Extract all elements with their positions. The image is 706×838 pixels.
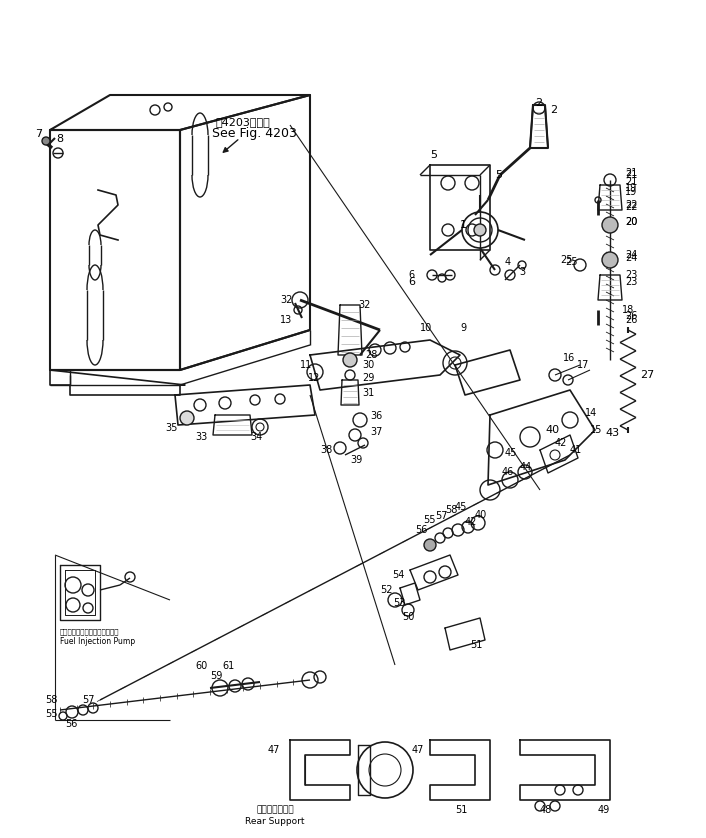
Text: 19: 19: [625, 183, 638, 193]
Text: 7: 7: [35, 129, 42, 139]
Text: 2: 2: [550, 105, 557, 115]
Text: See Fig. 4203: See Fig. 4203: [212, 127, 297, 139]
Text: 3: 3: [519, 267, 525, 277]
Text: 5: 5: [495, 170, 502, 180]
Text: 51: 51: [470, 640, 482, 650]
Text: 51: 51: [455, 805, 467, 815]
Text: 8: 8: [56, 134, 63, 144]
Text: 11: 11: [300, 360, 312, 370]
Text: 32: 32: [280, 295, 292, 305]
Text: 34: 34: [250, 432, 262, 442]
Text: 40: 40: [545, 425, 559, 435]
Text: 55: 55: [45, 709, 57, 719]
Text: 18: 18: [622, 305, 634, 315]
Text: 33: 33: [195, 432, 208, 442]
Text: Fuel Injection Pump: Fuel Injection Pump: [60, 638, 135, 646]
Text: 60: 60: [195, 661, 208, 671]
Text: Rear Support: Rear Support: [245, 818, 305, 826]
Text: 6: 6: [408, 270, 414, 280]
Circle shape: [602, 217, 618, 233]
Text: 31: 31: [362, 388, 374, 398]
Text: 1: 1: [460, 220, 467, 230]
Text: 45: 45: [455, 502, 467, 512]
Text: 41: 41: [570, 445, 582, 455]
Text: リヤーサポート: リヤーサポート: [256, 805, 294, 815]
Text: 26: 26: [625, 315, 638, 325]
Text: 5: 5: [430, 150, 437, 160]
Circle shape: [602, 252, 618, 268]
Text: 21: 21: [625, 170, 638, 180]
Text: 24: 24: [625, 250, 638, 260]
Circle shape: [343, 353, 357, 367]
Text: 13: 13: [280, 315, 292, 325]
Text: 36: 36: [370, 411, 382, 421]
Text: 10: 10: [420, 323, 432, 333]
Text: 21: 21: [625, 168, 638, 178]
Text: 47: 47: [412, 745, 424, 755]
Text: 23: 23: [625, 270, 638, 280]
Text: 23: 23: [625, 277, 638, 287]
Text: 49: 49: [598, 805, 610, 815]
Text: 48: 48: [540, 805, 552, 815]
Text: 20: 20: [625, 217, 638, 227]
Text: 47: 47: [268, 745, 280, 755]
Text: 15: 15: [590, 425, 602, 435]
Text: 45: 45: [505, 448, 517, 458]
Text: 28: 28: [365, 350, 378, 360]
Text: 58: 58: [445, 505, 457, 515]
Text: 57: 57: [435, 511, 448, 521]
Text: 37: 37: [370, 427, 383, 437]
Text: 19: 19: [625, 187, 638, 197]
Text: 35: 35: [165, 423, 177, 433]
Text: 38: 38: [320, 445, 333, 455]
Text: 55: 55: [423, 515, 436, 525]
Circle shape: [42, 137, 50, 145]
Text: 12: 12: [308, 373, 321, 383]
Text: 43: 43: [605, 428, 619, 438]
Text: 56: 56: [415, 525, 427, 535]
Text: 20: 20: [625, 217, 638, 227]
Circle shape: [180, 411, 194, 425]
Text: 42: 42: [465, 517, 477, 527]
Text: 46: 46: [502, 467, 514, 477]
Text: 44: 44: [520, 462, 532, 472]
Text: 40: 40: [475, 510, 487, 520]
Text: 第4203図参照: 第4203図参照: [215, 117, 270, 127]
Text: 22: 22: [625, 202, 638, 212]
Circle shape: [424, 539, 436, 551]
Text: 2: 2: [535, 98, 542, 108]
Text: 22: 22: [625, 200, 638, 210]
Text: フェルインジェクションポンプ: フェルインジェクションポンプ: [60, 628, 119, 635]
Text: 30: 30: [362, 360, 374, 370]
Text: 53: 53: [393, 598, 405, 608]
Text: 52: 52: [380, 585, 393, 595]
Text: 26: 26: [625, 311, 638, 321]
Text: 27: 27: [640, 370, 654, 380]
Text: 25: 25: [560, 255, 573, 265]
Text: 61: 61: [222, 661, 234, 671]
Text: 21: 21: [625, 177, 638, 187]
Text: 39: 39: [350, 455, 362, 465]
Text: 4: 4: [505, 257, 511, 267]
Text: 50: 50: [402, 612, 414, 622]
Text: 29: 29: [362, 373, 374, 383]
Text: 16: 16: [563, 353, 575, 363]
Circle shape: [474, 224, 486, 236]
Text: 58: 58: [45, 695, 57, 705]
Text: 25: 25: [565, 257, 578, 267]
Text: 42: 42: [555, 438, 568, 448]
Text: 24: 24: [625, 253, 638, 263]
Text: 32: 32: [358, 300, 371, 310]
Text: 6: 6: [408, 277, 415, 287]
Text: 59: 59: [210, 671, 222, 681]
Text: 57: 57: [82, 695, 95, 705]
Text: 54: 54: [392, 570, 405, 580]
Text: 14: 14: [585, 408, 597, 418]
Text: 9: 9: [460, 323, 466, 333]
Text: 56: 56: [65, 719, 78, 729]
Text: 17: 17: [577, 360, 590, 370]
